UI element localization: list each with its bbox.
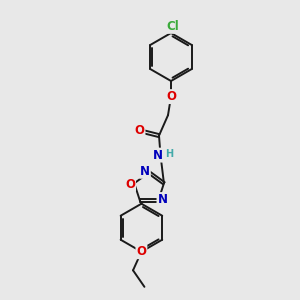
Text: N: N bbox=[140, 165, 150, 178]
Text: O: O bbox=[134, 124, 145, 137]
Text: O: O bbox=[136, 245, 146, 258]
Text: N: N bbox=[153, 148, 163, 162]
Text: O: O bbox=[125, 178, 135, 191]
Text: Cl: Cl bbox=[166, 20, 179, 33]
Text: O: O bbox=[166, 90, 176, 103]
Text: H: H bbox=[165, 149, 174, 159]
Text: N: N bbox=[158, 193, 167, 206]
